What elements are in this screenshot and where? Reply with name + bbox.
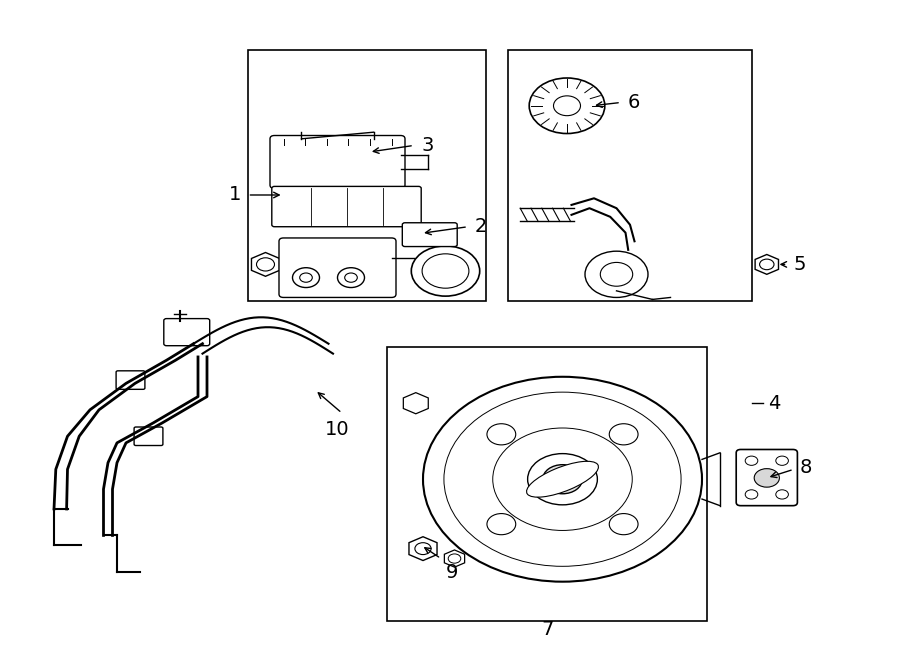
Circle shape	[448, 554, 461, 563]
Text: 1: 1	[229, 186, 241, 204]
Circle shape	[745, 456, 758, 465]
Text: 6: 6	[627, 93, 640, 112]
Circle shape	[609, 424, 638, 445]
FancyBboxPatch shape	[272, 186, 421, 227]
Circle shape	[776, 490, 788, 499]
Circle shape	[609, 514, 638, 535]
Circle shape	[585, 251, 648, 297]
FancyBboxPatch shape	[402, 223, 457, 247]
Text: 4: 4	[768, 394, 780, 412]
Text: 7: 7	[541, 620, 554, 639]
Circle shape	[554, 96, 580, 116]
FancyBboxPatch shape	[279, 238, 396, 297]
FancyBboxPatch shape	[736, 449, 797, 506]
FancyBboxPatch shape	[116, 371, 145, 389]
Circle shape	[422, 254, 469, 288]
Bar	[248, 50, 486, 301]
Text: 5: 5	[794, 255, 806, 274]
Circle shape	[487, 514, 516, 535]
Circle shape	[754, 469, 779, 487]
Circle shape	[543, 465, 582, 494]
Circle shape	[529, 78, 605, 134]
FancyBboxPatch shape	[134, 427, 163, 446]
Circle shape	[300, 273, 312, 282]
Text: 3: 3	[421, 136, 434, 155]
Circle shape	[411, 246, 480, 296]
Circle shape	[423, 377, 702, 582]
Circle shape	[527, 453, 598, 505]
Circle shape	[415, 543, 431, 555]
Text: 2: 2	[474, 217, 487, 235]
Circle shape	[444, 392, 681, 566]
Circle shape	[487, 424, 516, 445]
Circle shape	[493, 428, 632, 530]
Circle shape	[745, 490, 758, 499]
FancyBboxPatch shape	[164, 319, 210, 346]
Circle shape	[600, 262, 633, 286]
FancyBboxPatch shape	[270, 136, 405, 188]
Circle shape	[776, 456, 788, 465]
Ellipse shape	[526, 461, 598, 497]
Circle shape	[338, 268, 364, 288]
Bar	[508, 50, 752, 301]
Text: 10: 10	[325, 420, 350, 439]
Text: 8: 8	[799, 459, 812, 477]
Circle shape	[760, 259, 774, 270]
Text: 9: 9	[446, 563, 458, 582]
Circle shape	[256, 258, 274, 271]
Bar	[387, 347, 706, 621]
Circle shape	[292, 268, 320, 288]
Circle shape	[345, 273, 357, 282]
